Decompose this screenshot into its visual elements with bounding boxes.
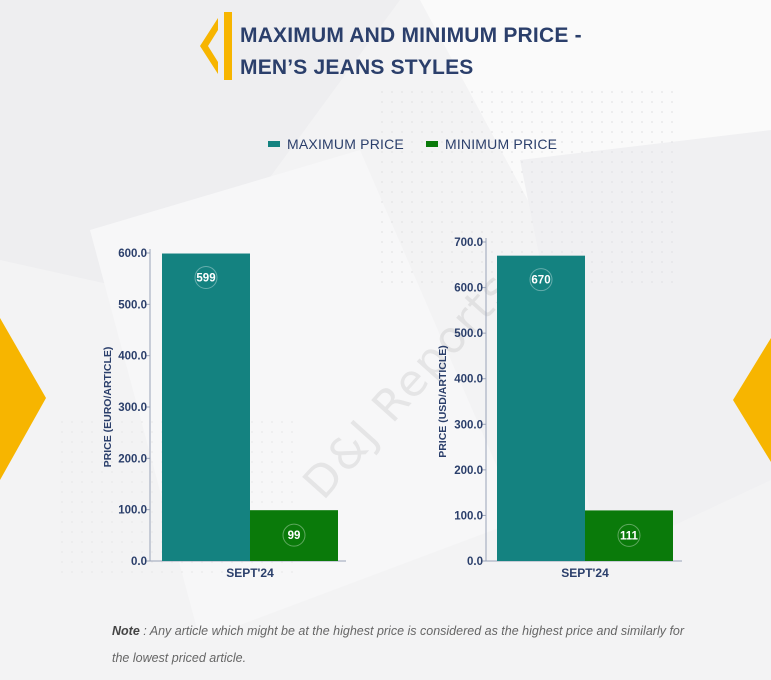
- y-tick-label: 100.0: [118, 505, 147, 517]
- y-tick-label: 500.0: [454, 328, 483, 340]
- y-axis-label: PRICE (USD/ARTICLE): [437, 345, 449, 458]
- page-title-line-2: MEN’S JEANS STYLES: [240, 56, 474, 79]
- data-label: 670: [531, 275, 550, 287]
- data-label-badge: [617, 523, 641, 547]
- y-tick-label: 400.0: [118, 351, 147, 363]
- y-axis-label: PRICE (EURO/ARTICLE): [102, 347, 114, 468]
- footnote: Note : Any article which might be at the…: [112, 618, 702, 672]
- data-label: 111: [620, 530, 639, 542]
- page-title: MAXIMUM AND MINIMUM PRICE - MEN’S JEANS …: [240, 20, 660, 84]
- y-tick-label: 200.0: [454, 465, 483, 477]
- y-tick-label: 500.0: [118, 299, 147, 311]
- data-label: 599: [196, 273, 215, 285]
- title-accent-chevron-icon: [200, 12, 232, 80]
- y-tick-label: 100.0: [454, 510, 483, 522]
- y-tick-label: 200.0: [118, 453, 147, 465]
- data-label: 99: [288, 530, 301, 542]
- y-tick-label: 0.0: [467, 556, 483, 568]
- note-prefix: Note: [112, 624, 140, 638]
- legend-swatch-minimum: [425, 141, 438, 147]
- y-tick-label: 0.0: [131, 556, 147, 568]
- legend-item-maximum: MAXIMUM PRICE: [268, 136, 404, 152]
- chart-legend: MAXIMUM PRICE MINIMUM PRICE: [268, 136, 557, 152]
- y-tick-label: 300.0: [454, 419, 483, 431]
- x-tick-label: SEPT'24: [226, 566, 274, 580]
- y-tick-label: 700.0: [454, 237, 483, 249]
- x-tick-label: SEPT'24: [561, 566, 609, 580]
- right-accent-arrow-icon: [733, 338, 771, 462]
- legend-label-minimum: MINIMUM PRICE: [444, 136, 558, 152]
- data-label-badge: [529, 268, 553, 292]
- data-label-badge: [282, 523, 306, 547]
- y-tick-label: 600.0: [118, 248, 147, 260]
- left-accent-arrow-icon: [0, 318, 46, 480]
- y-tick-label: 600.0: [454, 283, 483, 295]
- legend-item-minimum: MINIMUM PRICE: [425, 136, 558, 152]
- y-tick-label: 300.0: [118, 402, 147, 414]
- note-text: : Any article which might be at the high…: [112, 624, 685, 665]
- bar-maximum: [497, 255, 585, 561]
- legend-label-maximum: MAXIMUM PRICE: [287, 136, 404, 152]
- bar-maximum: [162, 253, 250, 561]
- data-label-badge: [194, 266, 218, 290]
- legend-swatch-maximum: [268, 141, 280, 147]
- page-title-line-1: MAXIMUM AND MINIMUM PRICE -: [240, 24, 582, 47]
- y-tick-label: 400.0: [454, 374, 483, 386]
